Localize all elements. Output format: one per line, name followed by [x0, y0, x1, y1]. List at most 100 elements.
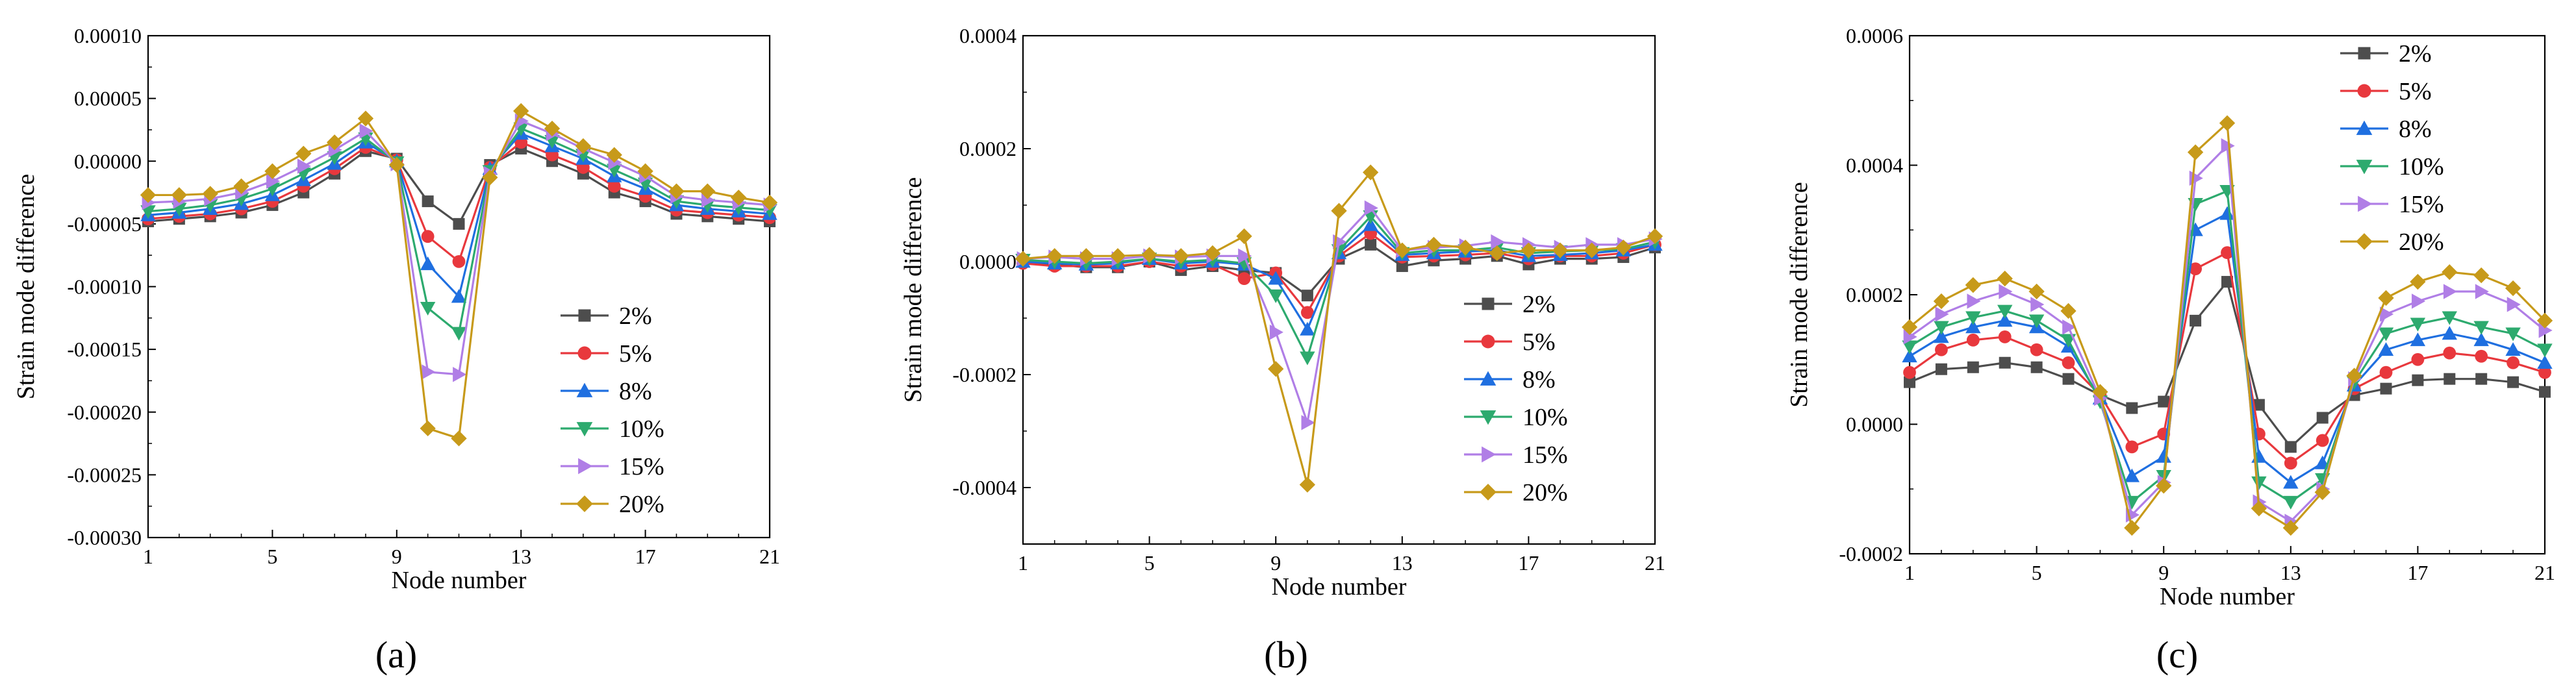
series-10% — [1902, 185, 2553, 510]
data-point — [513, 103, 529, 119]
y-tick-label: 0.0004 — [959, 24, 1017, 47]
legend-label: 8% — [1522, 366, 1556, 393]
x-tick-label: 9 — [1270, 551, 1281, 575]
legend-marker — [578, 309, 591, 322]
legend-marker — [2356, 120, 2373, 135]
legend-marker — [1482, 297, 1495, 310]
legend-label: 15% — [619, 453, 664, 480]
data-point — [1584, 242, 1600, 258]
data-point — [2190, 314, 2202, 327]
data-point — [2473, 267, 2490, 284]
data-point — [2030, 297, 2045, 312]
chart-panel-3: 1 5 9 13 17 21 -0.0002 0.0000 0.0002 0.0004 0.0006… — [1786, 24, 2555, 676]
data-point — [2125, 440, 2139, 454]
data-point — [637, 163, 653, 179]
data-point — [2473, 332, 2489, 347]
y-axis-title: Strain mode difference — [12, 174, 40, 400]
data-point — [2221, 246, 2234, 260]
data-point — [296, 145, 312, 162]
legend-item-10%: 10% — [2340, 153, 2444, 180]
legend-marker — [1480, 410, 1496, 425]
legend-label: 20% — [619, 491, 664, 518]
data-point — [2537, 355, 2553, 369]
x-tick-label: 21 — [2534, 561, 2555, 584]
plot-frame — [147, 34, 771, 539]
data-point — [2126, 402, 2138, 414]
data-point — [2505, 342, 2521, 356]
data-point — [2507, 297, 2521, 312]
data-point — [2316, 434, 2329, 447]
data-point — [1268, 271, 1283, 285]
y-tick-label: 0.0002 — [959, 137, 1017, 160]
legend-item-15%: 15% — [2340, 191, 2444, 218]
legend-label: 5% — [2399, 78, 2432, 105]
legend-label: 2% — [619, 303, 652, 330]
data-point — [2062, 356, 2075, 369]
data-point — [422, 364, 436, 380]
x-tick-label: 9 — [2158, 561, 2169, 584]
y-tick-label: -0.00010 — [67, 275, 142, 299]
data-point — [2221, 276, 2233, 288]
data-point — [2189, 262, 2203, 275]
data-point — [1935, 306, 1949, 322]
data-point — [2505, 327, 2521, 341]
data-point — [2411, 353, 2425, 366]
legend-label: 20% — [2399, 229, 2444, 256]
y-tick-label: 0.00000 — [74, 149, 142, 173]
data-point — [1141, 247, 1157, 263]
data-point — [1300, 306, 1314, 319]
data-point — [171, 187, 187, 203]
data-point — [2158, 395, 2170, 408]
data-point — [1903, 366, 1916, 379]
data-point — [2283, 475, 2299, 489]
data-point — [2028, 283, 2045, 300]
data-point — [202, 186, 218, 202]
data-point — [2156, 478, 2172, 494]
legend-label: 8% — [2399, 116, 2432, 143]
y-tick-label: 0.0004 — [1846, 154, 1903, 177]
data-point — [1965, 277, 1981, 293]
x-tick-label: 9 — [392, 545, 402, 568]
data-point — [326, 134, 343, 151]
y-tick-label: 0.00005 — [74, 87, 142, 110]
y-tick-label: -0.0002 — [952, 363, 1017, 386]
data-point — [2284, 456, 2297, 470]
legend-item-20%: 20% — [561, 491, 664, 518]
data-point — [2443, 346, 2456, 360]
data-point — [2410, 332, 2426, 347]
data-point — [2028, 314, 2045, 328]
legend-label: 20% — [1522, 479, 1568, 506]
data-point — [1396, 260, 1408, 272]
data-point — [575, 138, 592, 155]
y-tick-label: -0.00005 — [67, 212, 142, 236]
data-point — [1965, 311, 1981, 325]
legend-marker — [2358, 195, 2373, 212]
data-point — [2187, 144, 2204, 160]
legend-label: 8% — [619, 378, 652, 405]
x-axis-title: Node number — [2160, 583, 2295, 610]
data-point — [2062, 319, 2077, 335]
legend-label: 15% — [2399, 191, 2444, 218]
x-tick-label: 13 — [511, 545, 531, 568]
data-point — [2505, 280, 2521, 297]
data-point — [2124, 519, 2140, 536]
data-point — [1904, 376, 1915, 388]
data-point — [1015, 251, 1031, 267]
data-point — [422, 195, 434, 208]
data-point — [2221, 138, 2235, 154]
data-point — [1997, 313, 2013, 327]
legend-marker — [1482, 446, 1496, 463]
data-point — [1238, 248, 1252, 264]
series-line — [148, 109, 770, 440]
legend-item-20%: 20% — [1464, 479, 1568, 506]
data-point — [453, 217, 465, 230]
data-point — [1902, 340, 1917, 354]
x-axis-title: Node number — [392, 567, 527, 594]
data-point — [1998, 330, 2012, 343]
legend-marker — [576, 382, 593, 397]
data-point — [2475, 373, 2488, 385]
data-point — [1934, 321, 1949, 335]
x-tick-label: 5 — [2032, 561, 2042, 584]
legend-marker — [2356, 233, 2373, 250]
